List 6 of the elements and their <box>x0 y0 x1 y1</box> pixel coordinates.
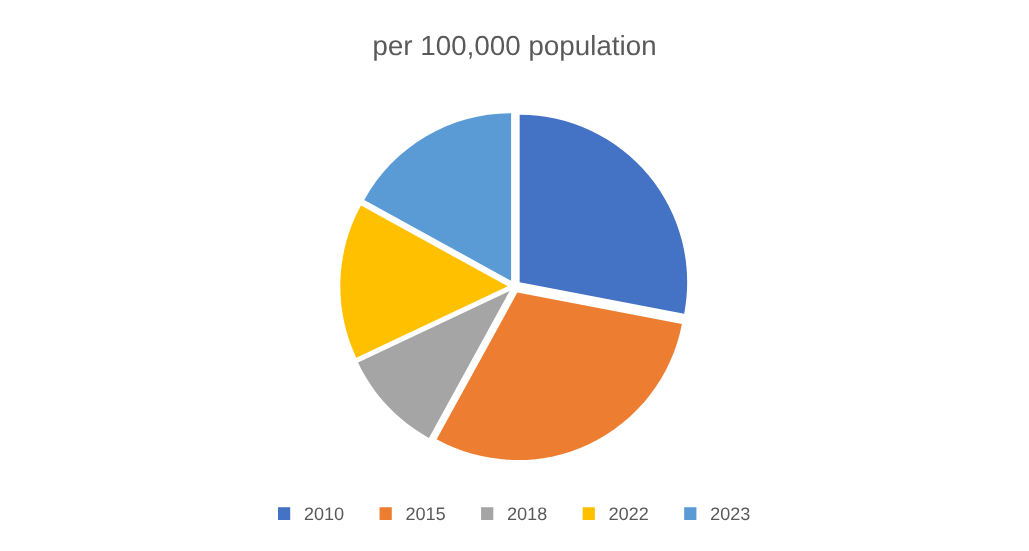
legend-label: 2015 <box>406 507 445 521</box>
chart-title: per 100,000 population <box>374 34 655 61</box>
legend-label: 2023 <box>711 507 750 521</box>
legend-label: 2018 <box>507 507 547 521</box>
legend-label: 2022 <box>609 507 648 521</box>
legend-label: 2010 <box>304 507 344 521</box>
